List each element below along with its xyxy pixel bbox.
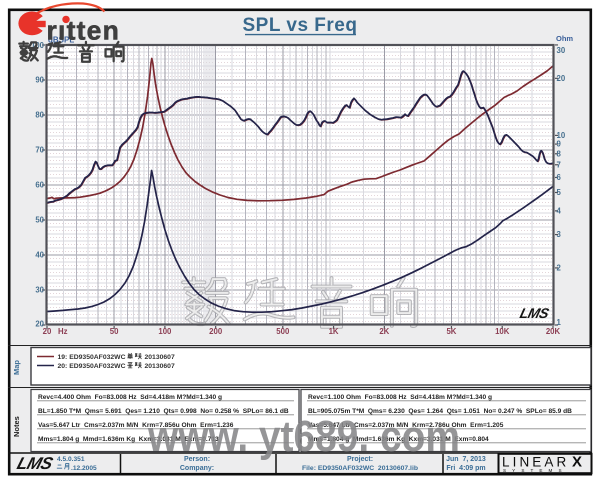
- svg-text:20: 20: [557, 74, 566, 83]
- svg-text:Vas=5.647 Ltr Cms=2.037m M/N: Vas=5.647 Ltr Cms=2.037m M/N Krm=2.786u …: [308, 422, 504, 429]
- svg-text:X: X: [572, 454, 582, 471]
- svg-text:500: 500: [276, 327, 290, 336]
- svg-text:dBSPL: dBSPL: [48, 36, 74, 45]
- svg-text:www. yt689. com: www. yt689. com: [147, 412, 460, 461]
- svg-text:7: 7: [557, 160, 561, 169]
- svg-text:10: 10: [557, 131, 566, 140]
- svg-text:SYSTEMS: SYSTEMS: [503, 468, 568, 473]
- svg-text:Person:: Person:: [184, 456, 210, 463]
- svg-text:10K: 10K: [495, 327, 510, 336]
- svg-text:Revc=1.100 Ohm Fo=83.008 Hz: Revc=1.100 Ohm Fo=83.008 Hz Sd=4.418m M?…: [308, 394, 492, 401]
- svg-text:LINEAR: LINEAR: [502, 455, 569, 470]
- svg-text:Map: Map: [12, 360, 21, 375]
- svg-text:200: 200: [209, 327, 223, 336]
- svg-text:2: 2: [557, 263, 562, 272]
- svg-text:30: 30: [35, 286, 44, 295]
- svg-text:BL=905.075m T*M Qms= 6.230 Q: BL=905.075m T*M Qms= 6.230 Qes= 1.264 Qt…: [308, 408, 572, 415]
- svg-text:LMS: LMS: [15, 453, 56, 473]
- svg-text:100: 100: [158, 327, 172, 336]
- svg-text:50: 50: [110, 327, 119, 336]
- svg-text:40: 40: [35, 251, 44, 260]
- svg-text:Company:: Company:: [180, 465, 214, 472]
- svg-text:20: 20: [35, 320, 44, 329]
- svg-text:Project:: Project:: [347, 456, 373, 463]
- svg-text:LMS: LMS: [518, 306, 551, 322]
- svg-text:5K: 5K: [446, 327, 456, 336]
- svg-text:20K: 20K: [546, 327, 561, 336]
- svg-text:Vas=5.647 Ltr Cms=2.037m M/N: Vas=5.647 Ltr Cms=2.037m M/N Krm=7.856u …: [38, 422, 234, 429]
- svg-text:4.5.0.351: 4.5.0.351: [57, 456, 85, 463]
- svg-text:.12.2005: .12.2005: [71, 465, 97, 472]
- svg-text:SPL vs Freq: SPL vs Freq: [243, 15, 358, 36]
- svg-text:6: 6: [557, 173, 562, 182]
- svg-text:Jun 7, 2013: Jun 7, 2013: [446, 456, 486, 463]
- svg-text:30: 30: [557, 46, 566, 55]
- svg-text:File: ED9350AF032WC 20130607.: File: ED9350AF032WC 20130607.lib: [302, 465, 418, 472]
- svg-text:20: ED9350AF032WC: 20: ED9350AF032WC: [58, 363, 126, 370]
- svg-text:9: 9: [557, 140, 562, 149]
- svg-text:70: 70: [35, 146, 44, 155]
- svg-text:Mms=1.804 g Mmd=1.636m Kg Kx: Mms=1.804 g Mmd=1.636m Kg Kxm=3.031 M Ex…: [308, 436, 489, 443]
- svg-text:20130607: 20130607: [145, 363, 175, 370]
- svg-text:2K: 2K: [379, 327, 389, 336]
- svg-text:4: 4: [557, 206, 562, 215]
- svg-text:rıtten: rıtten: [47, 16, 120, 46]
- svg-text:Fri 4:09 pm: Fri 4:09 pm: [446, 465, 485, 472]
- svg-text:100: 100: [31, 41, 45, 50]
- svg-text:1K: 1K: [329, 327, 339, 336]
- svg-text:1: 1: [557, 318, 562, 327]
- svg-text:20130607: 20130607: [145, 354, 175, 361]
- svg-text:19: ED9350AF032WC: 19: ED9350AF032WC: [58, 354, 126, 361]
- svg-text:BL=1.850 T*M Qms= 5.691 Qes=: BL=1.850 T*M Qms= 5.691 Qes= 1.210 Qts= …: [38, 408, 289, 415]
- svg-text:Notes: Notes: [12, 416, 21, 437]
- svg-text:80: 80: [35, 111, 44, 120]
- svg-text:90: 90: [35, 76, 44, 85]
- svg-text:Hz: Hz: [58, 327, 68, 336]
- svg-text:Ohm: Ohm: [556, 34, 573, 43]
- svg-text:8: 8: [557, 149, 562, 158]
- svg-text:50: 50: [35, 216, 44, 225]
- svg-text:Mms=1.804 g Mmd=1.636m Kg Kx: Mms=1.804 g Mmd=1.636m Kg Kxm=3.031 M Ex…: [38, 436, 219, 443]
- svg-text:5: 5: [557, 188, 562, 197]
- svg-text:Revc=4.400 Ohm Fo=83.008 Hz: Revc=4.400 Ohm Fo=83.008 Hz Sd=4.418m M?…: [38, 394, 222, 401]
- svg-text:20: 20: [43, 327, 52, 336]
- svg-text:60: 60: [35, 181, 44, 190]
- svg-text:3: 3: [557, 230, 562, 239]
